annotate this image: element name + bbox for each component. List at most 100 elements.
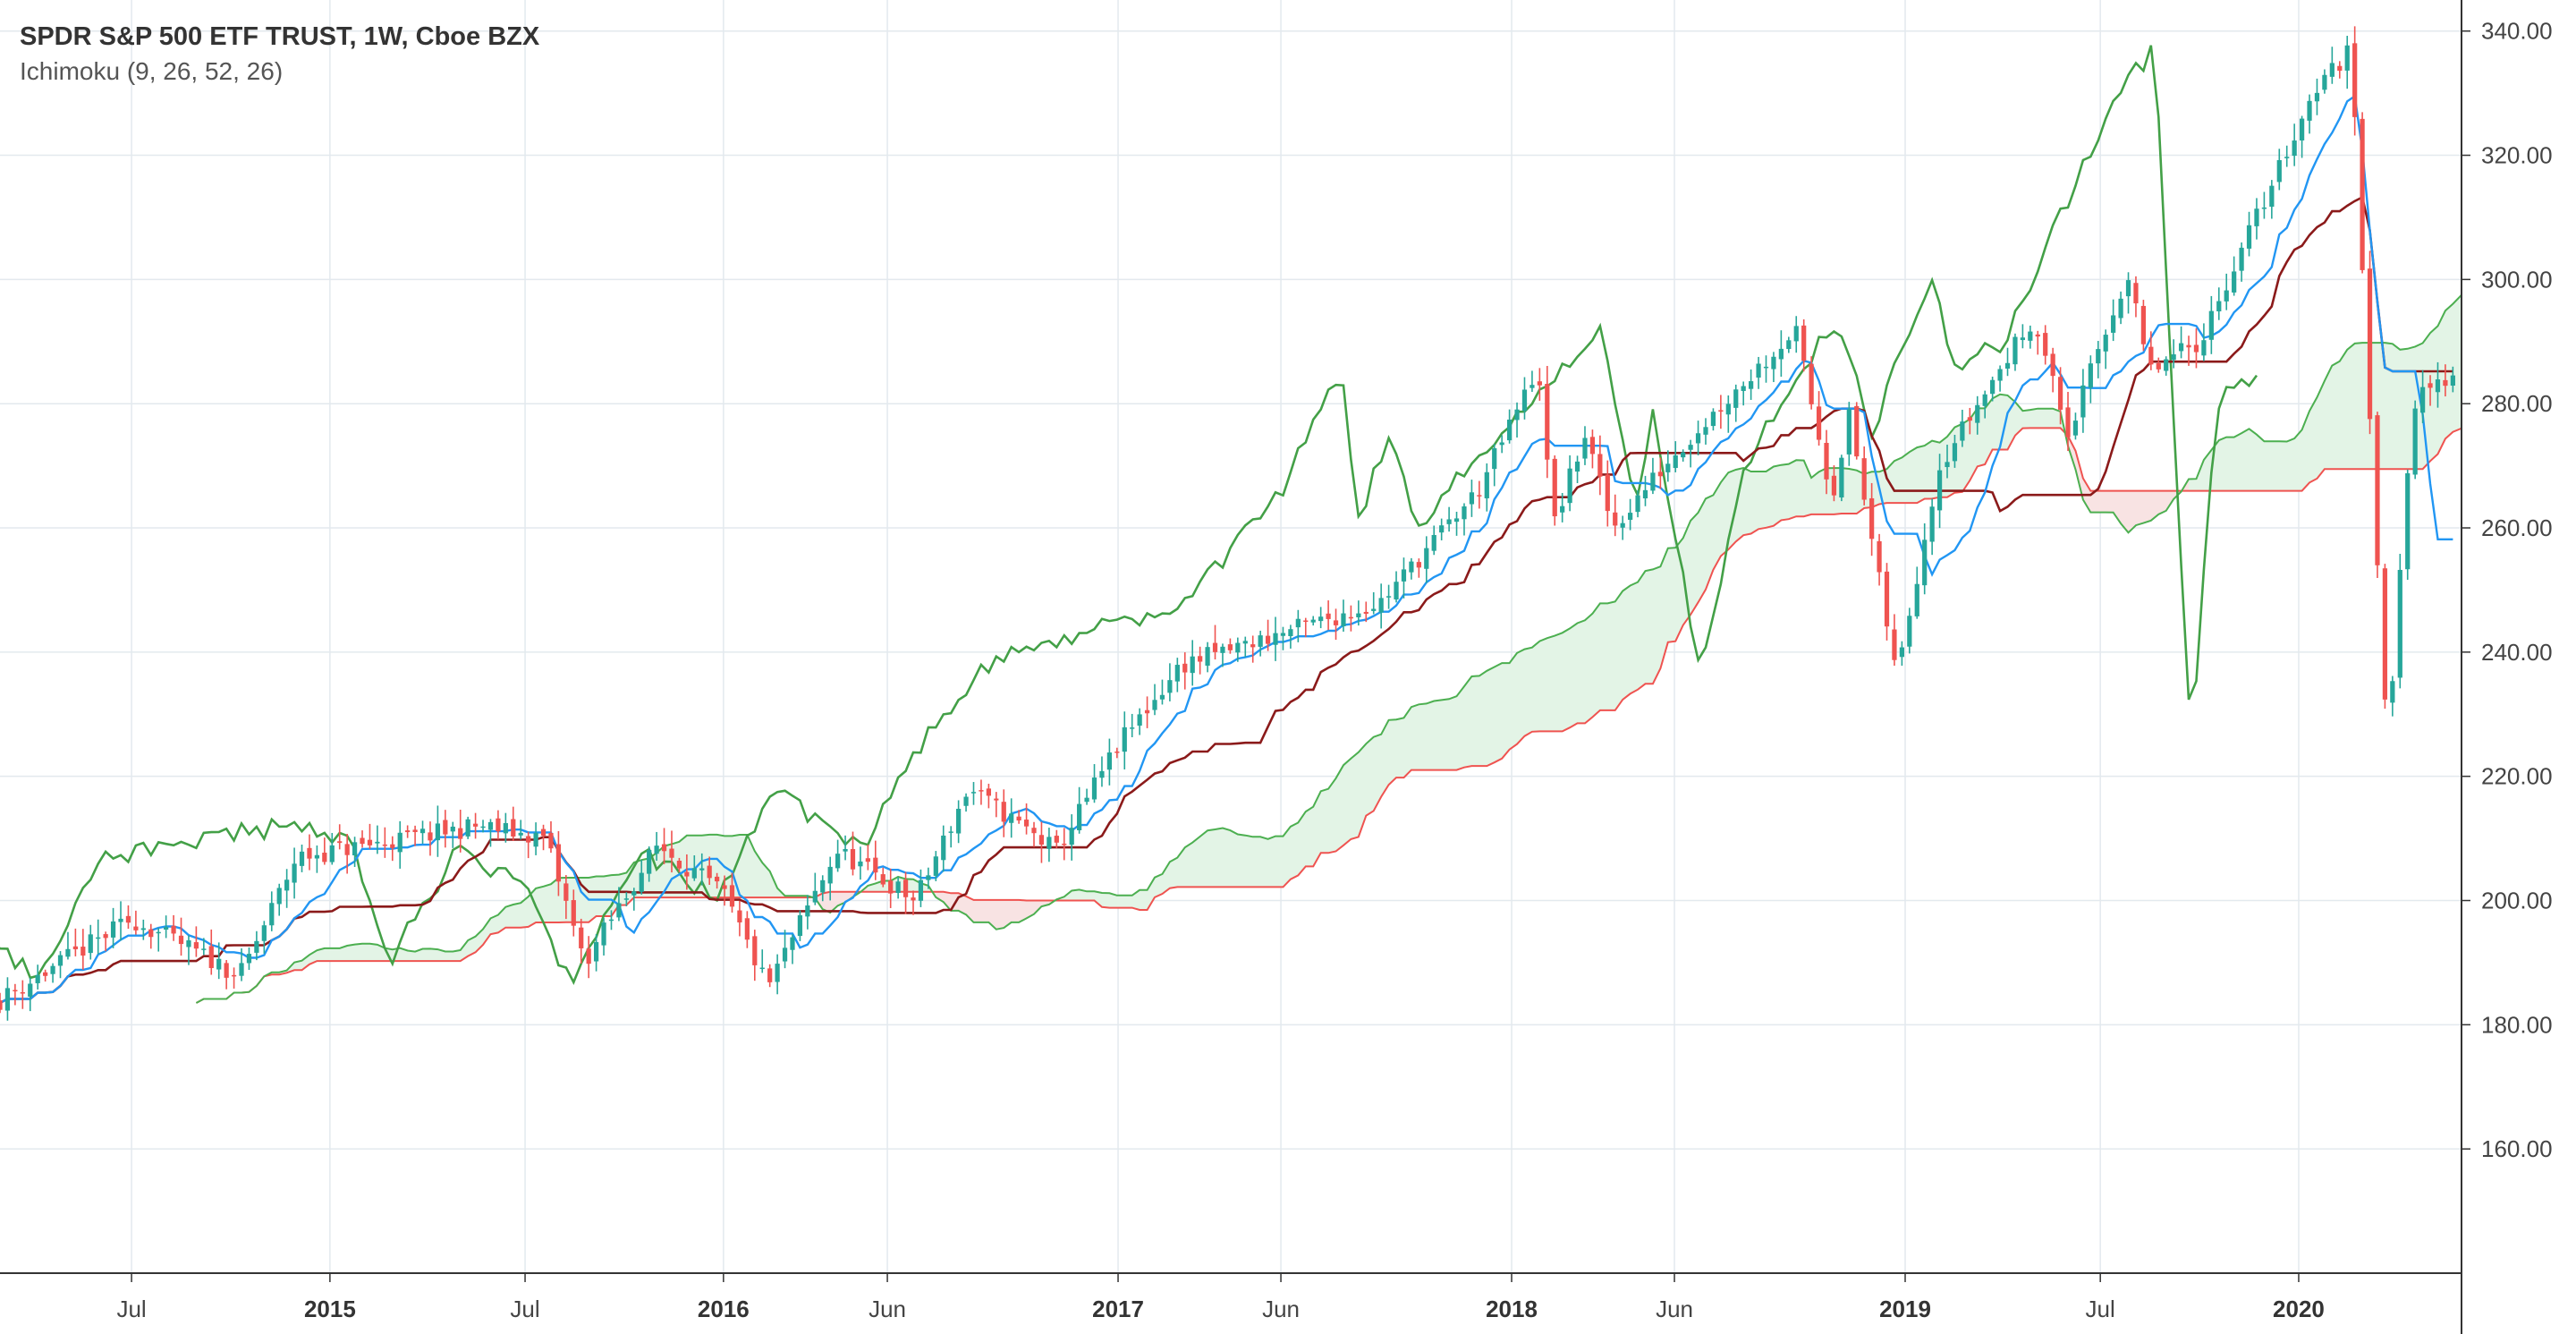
candle-up — [201, 948, 207, 950]
candle-down — [1182, 663, 1188, 673]
conversion-line — [0, 94, 2453, 1005]
candle-up — [1514, 409, 1520, 421]
candle-down — [744, 918, 750, 940]
y-tick-label: 200.00 — [2481, 888, 2553, 914]
candle-down — [1144, 709, 1150, 714]
candle-down — [911, 897, 916, 901]
x-tick-label: Jul — [116, 1296, 146, 1322]
candle-down — [873, 857, 878, 873]
candle-up — [1130, 727, 1135, 729]
candle-up — [65, 948, 71, 957]
candle-up — [1914, 583, 1919, 616]
candle-down — [1537, 381, 1542, 386]
candle-down — [2193, 344, 2199, 353]
candle-down — [2050, 353, 2055, 377]
candle-up — [654, 845, 659, 854]
candle-up — [1356, 613, 1361, 617]
candle-up — [1673, 455, 1678, 469]
cloud-bullish — [868, 877, 936, 897]
candle-up — [1627, 513, 1633, 520]
candle-down — [231, 974, 237, 977]
candle-up — [2004, 362, 2011, 369]
candle-down — [902, 879, 909, 897]
lagging-span — [0, 45, 2258, 986]
y-tick-label: 260.00 — [2481, 514, 2553, 541]
candle-up — [1137, 714, 1142, 726]
candle-up — [261, 925, 267, 941]
candle-down — [986, 788, 991, 796]
candle-up — [4, 988, 11, 1011]
candle-up — [647, 850, 652, 874]
candle-down — [178, 935, 184, 945]
candle-down — [1198, 656, 1203, 662]
candle-up — [96, 937, 101, 939]
candle-up — [1945, 462, 1950, 468]
x-tick-label: 2020 — [2273, 1296, 2325, 1322]
cloud-bullish — [196, 834, 816, 1003]
y-tick-label: 180.00 — [2481, 1011, 2553, 1038]
candle-up — [276, 888, 282, 905]
candle-down — [1657, 472, 1663, 477]
candle-up — [480, 826, 486, 828]
candle-up — [1122, 726, 1127, 752]
x-tick-label: 2015 — [304, 1296, 356, 1322]
candle-up — [1446, 519, 1452, 524]
candle-up — [50, 965, 55, 974]
candle-up — [2435, 379, 2441, 393]
candle-up — [314, 854, 320, 859]
candle-down — [707, 865, 712, 879]
candle-up — [1688, 445, 1693, 450]
candle-up — [623, 898, 629, 900]
candle-down — [1877, 540, 1882, 573]
candle-up — [926, 875, 931, 880]
candle-up — [1725, 404, 1731, 415]
candle-up — [2284, 157, 2290, 158]
candle-down — [722, 885, 727, 889]
y-tick-label: 160.00 — [2481, 1135, 2553, 1162]
candle-down — [669, 848, 674, 858]
candle-up — [631, 891, 637, 896]
candle-down — [337, 841, 343, 844]
candle-down — [148, 929, 154, 938]
candle-up — [1560, 506, 1565, 513]
candle-up — [1462, 506, 1467, 520]
candle-up — [1220, 646, 1225, 653]
x-tick-label: Jul — [2086, 1296, 2115, 1322]
candle-up — [1907, 616, 1912, 647]
candle-up — [1960, 421, 1965, 441]
candle-up — [465, 819, 470, 837]
candle-down — [1869, 497, 1875, 540]
candle-down — [1250, 644, 1256, 648]
candle-up — [812, 890, 818, 903]
candle-up — [1733, 389, 1739, 408]
candle-up — [2216, 301, 2222, 312]
candle-up — [57, 955, 64, 966]
candle-down — [1816, 406, 1822, 440]
candle-up — [2171, 354, 2176, 361]
candle-down — [2065, 407, 2071, 438]
candle-down — [2133, 283, 2139, 304]
candle-up — [450, 826, 455, 832]
candle-up — [110, 921, 116, 938]
candle-up — [1778, 348, 1784, 360]
candle-up — [1710, 412, 1716, 427]
candle-down — [428, 832, 433, 841]
candle-up — [2080, 385, 2086, 418]
candle-up — [352, 842, 358, 855]
candle-up — [1205, 647, 1210, 667]
candle-down — [1303, 620, 1309, 622]
candle-up — [2096, 349, 2101, 364]
candle-down — [555, 844, 562, 882]
candle-up — [269, 903, 275, 926]
candle-up — [1492, 448, 1497, 470]
candle-up — [1567, 468, 1572, 504]
candle-down — [1831, 475, 1837, 496]
candle-down — [307, 847, 312, 859]
candle-down — [125, 915, 131, 923]
candle-up — [820, 879, 826, 893]
candle-down — [13, 990, 18, 992]
candle-up — [1793, 326, 1799, 342]
candle-down — [2043, 333, 2048, 356]
candle-up — [1385, 596, 1392, 598]
